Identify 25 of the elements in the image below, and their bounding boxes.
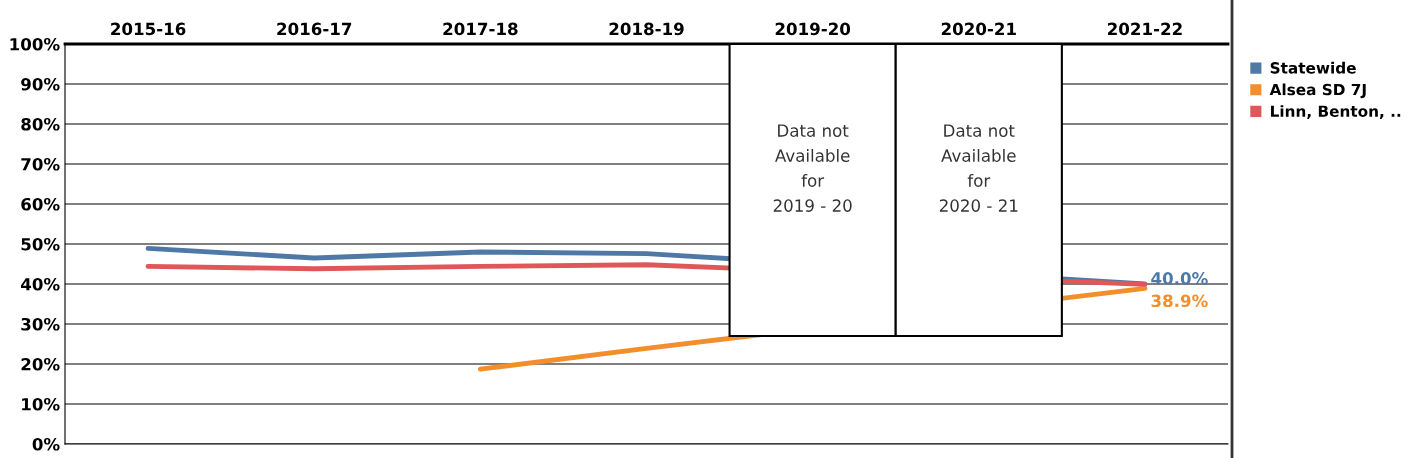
legend-label: Linn, Benton, ..: [1271, 105, 1401, 119]
x-tick-label: 2019-20: [775, 22, 851, 36]
x-tick-label: 2015-16: [111, 22, 186, 36]
annotation: Data not Available for 2020 - 21: [939, 124, 1018, 212]
x-tick-label: 2016-17: [277, 22, 352, 36]
x-tick-label: 2021-22: [1108, 22, 1182, 36]
y-tick-label: 30%: [21, 317, 60, 331]
x-tick-label: 2020-21: [941, 22, 1016, 36]
data-label: 38.9%: [1151, 294, 1208, 308]
legend-label: Alsea SD 7J: [1269, 83, 1366, 99]
annotation: Data not Available for 2019 - 20: [773, 124, 852, 212]
y-tick-label: 40%: [21, 277, 60, 291]
y-tick-label: 90%: [21, 77, 60, 91]
y-tick-label: 70%: [21, 157, 60, 171]
x-tick-label: 2017-18: [443, 22, 518, 36]
y-tick-label: 50%: [21, 237, 60, 251]
y-tick-label: 20%: [21, 357, 60, 371]
y-tick-label: 100%: [10, 37, 60, 51]
y-tick-label: 0%: [32, 437, 60, 451]
y-tick-label: 60%: [21, 197, 60, 211]
x-tick-label: 2018-19: [609, 22, 684, 36]
y-tick-label: 10%: [22, 397, 60, 411]
data-label: 40.0%: [1151, 272, 1208, 285]
legend-label: Statewide: [1270, 61, 1356, 74]
y-tick-label: 80%: [21, 117, 60, 131]
